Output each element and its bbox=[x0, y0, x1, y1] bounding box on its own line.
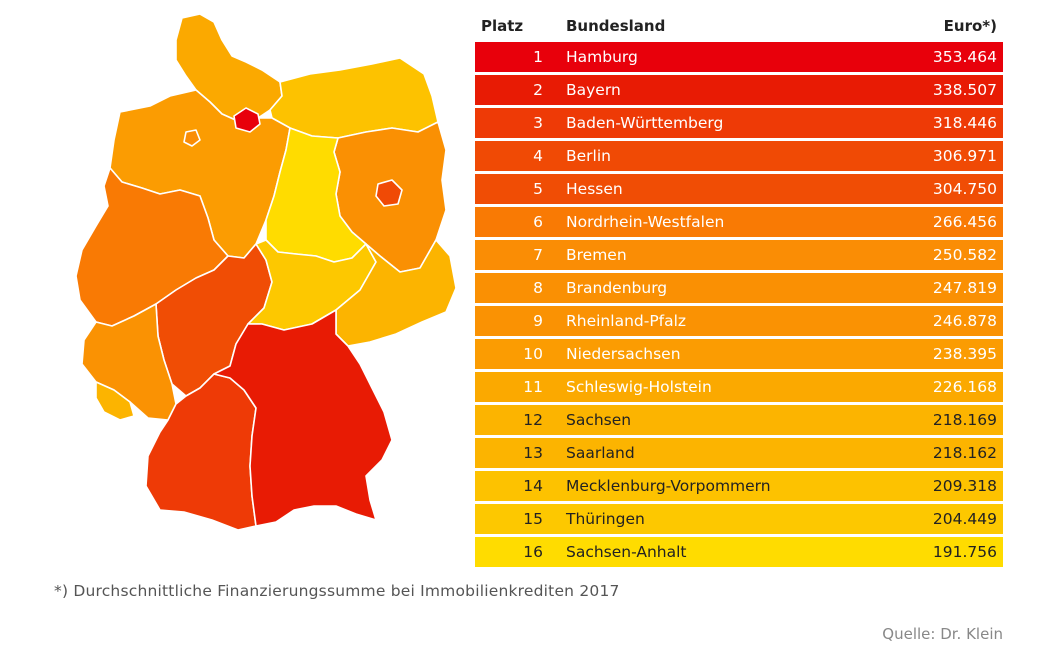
row-rank: 7 bbox=[533, 246, 543, 264]
table-row: 5 Hessen 304.750 bbox=[475, 174, 1003, 204]
source-credit: Quelle: Dr. Klein bbox=[882, 625, 1003, 643]
row-state: Rheinland-Pfalz bbox=[566, 312, 687, 330]
row-state: Brandenburg bbox=[566, 279, 668, 297]
row-rank: 2 bbox=[533, 81, 543, 99]
map-state-bayern bbox=[213, 309, 393, 527]
row-state: Bremen bbox=[566, 246, 627, 264]
row-value: 306.971 bbox=[932, 147, 997, 165]
row-value: 304.750 bbox=[932, 180, 997, 198]
row-value: 238.395 bbox=[932, 345, 997, 363]
row-state: Bayern bbox=[566, 81, 621, 99]
row-rank: 5 bbox=[533, 180, 543, 198]
map-state-berlin bbox=[375, 179, 403, 207]
row-rank: 10 bbox=[523, 345, 543, 363]
map-state-bremen bbox=[183, 129, 201, 147]
table-row: 3 Baden-Württemberg 318.446 bbox=[475, 108, 1003, 138]
row-state: Sachsen bbox=[566, 411, 632, 429]
table-row: 8 Brandenburg 247.819 bbox=[475, 273, 1003, 303]
row-rank: 14 bbox=[523, 477, 543, 495]
row-value: 204.449 bbox=[932, 510, 997, 528]
row-value: 209.318 bbox=[932, 477, 997, 495]
row-rank: 3 bbox=[533, 114, 543, 132]
row-state: Schleswig-Holstein bbox=[566, 378, 712, 396]
row-state: Mecklenburg-Vorpommern bbox=[566, 477, 771, 495]
table-header: Platz Bundesland Euro*) bbox=[475, 10, 1003, 42]
row-state: Berlin bbox=[566, 147, 611, 165]
row-state: Thüringen bbox=[566, 510, 645, 528]
ranking-table: Platz Bundesland Euro*) 1 Hamburg 353.464 2… bbox=[475, 10, 1003, 570]
row-rank: 16 bbox=[523, 543, 543, 561]
row-rank: 8 bbox=[533, 279, 543, 297]
row-value: 218.169 bbox=[932, 411, 997, 429]
table-row: 1 Hamburg 353.464 bbox=[475, 42, 1003, 72]
table-row: 14 Mecklenburg-Vorpommern 209.318 bbox=[475, 471, 1003, 501]
row-value: 246.878 bbox=[932, 312, 997, 330]
header-rank: Platz bbox=[481, 17, 524, 35]
map-state-sachsen bbox=[335, 239, 457, 347]
row-rank: 11 bbox=[523, 378, 543, 396]
table-row: 13 Saarland 218.162 bbox=[475, 438, 1003, 468]
row-state: Hessen bbox=[566, 180, 623, 198]
row-rank: 9 bbox=[533, 312, 543, 330]
table-row: 2 Bayern 338.507 bbox=[475, 75, 1003, 105]
germany-map bbox=[75, 13, 457, 531]
row-state: Saarland bbox=[566, 444, 635, 462]
row-rank: 13 bbox=[523, 444, 543, 462]
row-state: Sachsen-Anhalt bbox=[566, 543, 687, 561]
row-value: 318.446 bbox=[932, 114, 997, 132]
row-state: Niedersachsen bbox=[566, 345, 681, 363]
row-value: 226.168 bbox=[932, 378, 997, 396]
row-rank: 4 bbox=[533, 147, 543, 165]
row-value: 338.507 bbox=[932, 81, 997, 99]
table-row: 4 Berlin 306.971 bbox=[475, 141, 1003, 171]
header-state: Bundesland bbox=[566, 17, 666, 35]
row-value: 191.756 bbox=[932, 543, 997, 561]
table-row: 11 Schleswig-Holstein 226.168 bbox=[475, 372, 1003, 402]
row-value: 353.464 bbox=[932, 48, 997, 66]
row-state: Baden-Württemberg bbox=[566, 114, 724, 132]
footnote: *) Durchschnittliche Finanzierungssumme … bbox=[54, 582, 620, 600]
table-row: 12 Sachsen 218.169 bbox=[475, 405, 1003, 435]
map-state-mecklenburg-vorpommern bbox=[269, 57, 439, 139]
table-row: 10 Niedersachsen 238.395 bbox=[475, 339, 1003, 369]
row-rank: 12 bbox=[523, 411, 543, 429]
map-state-saarland bbox=[95, 381, 135, 421]
row-rank: 6 bbox=[533, 213, 543, 231]
table-row: 15 Thüringen 204.449 bbox=[475, 504, 1003, 534]
table-body: 1 Hamburg 353.464 2 Bayern 338.507 3 Baden-Würt… bbox=[475, 42, 1003, 567]
row-value: 247.819 bbox=[932, 279, 997, 297]
row-value: 266.456 bbox=[932, 213, 997, 231]
row-state: Hamburg bbox=[566, 48, 638, 66]
row-state: Nordrhein-Westfalen bbox=[566, 213, 725, 231]
table-row: 7 Bremen 250.582 bbox=[475, 240, 1003, 270]
header-value: Euro*) bbox=[943, 17, 997, 35]
row-value: 218.162 bbox=[932, 444, 997, 462]
table-row: 9 Rheinland-Pfalz 246.878 bbox=[475, 306, 1003, 336]
map-state-hamburg bbox=[233, 107, 261, 133]
table-row: 16 Sachsen-Anhalt 191.756 bbox=[475, 537, 1003, 567]
row-rank: 15 bbox=[523, 510, 543, 528]
row-value: 250.582 bbox=[932, 246, 997, 264]
table-row: 6 Nordrhein-Westfalen 266.456 bbox=[475, 207, 1003, 237]
row-rank: 1 bbox=[533, 48, 543, 66]
